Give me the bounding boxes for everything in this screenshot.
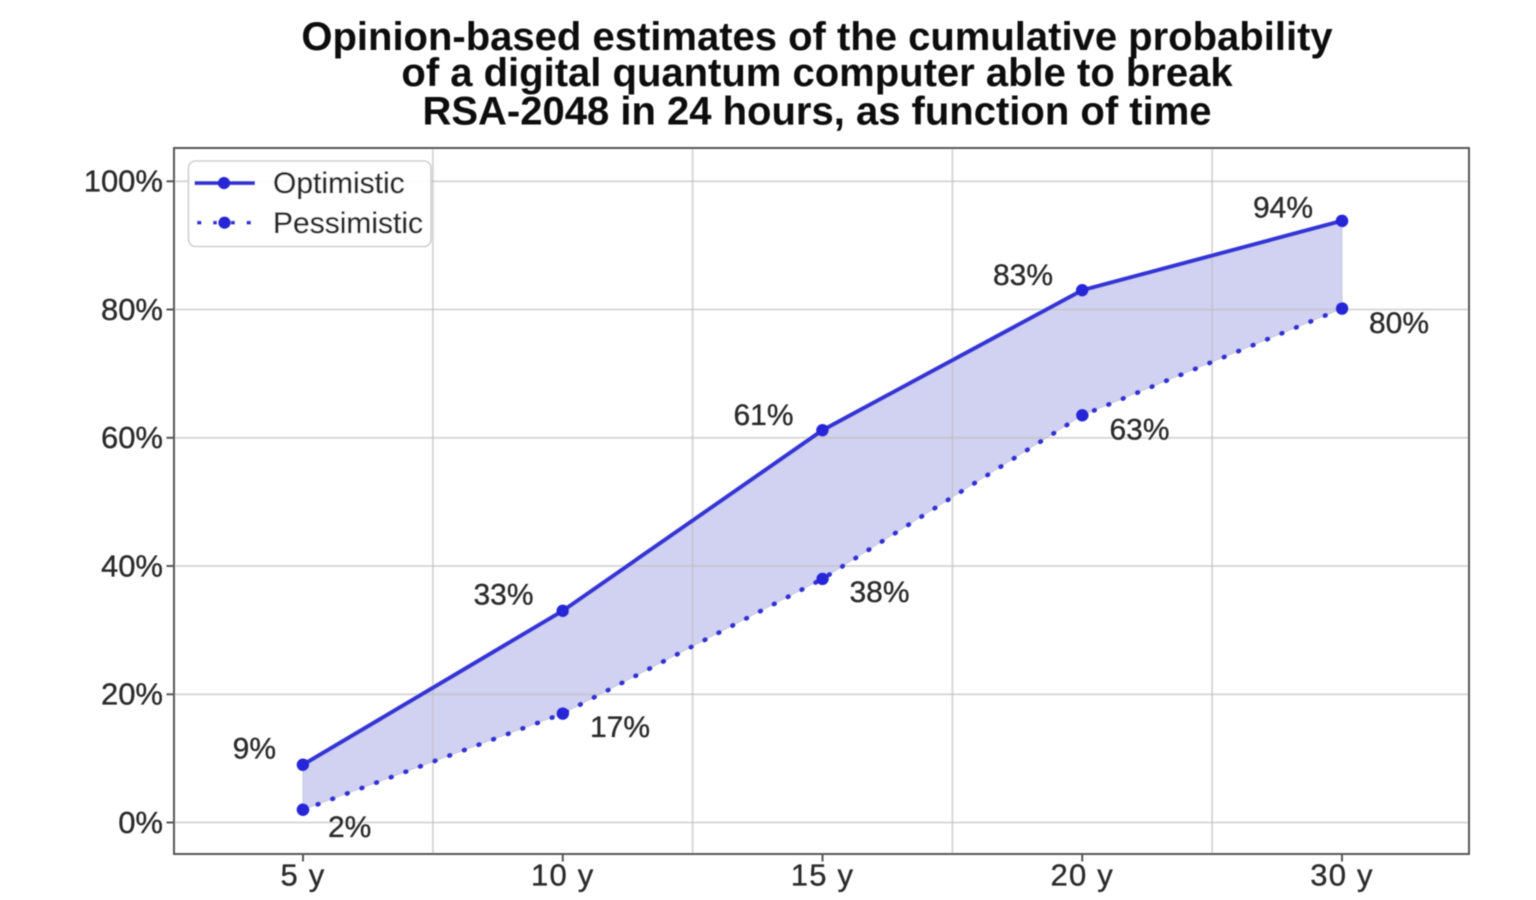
svg-text:2%: 2% (328, 811, 371, 844)
svg-text:10 y: 10 y (531, 858, 594, 893)
svg-text:17%: 17% (590, 711, 650, 744)
svg-text:RSA-2048 in 24 hours, as funct: RSA-2048 in 24 hours, as function of tim… (422, 90, 1211, 134)
svg-text:40%: 40% (101, 548, 163, 583)
svg-text:63%: 63% (1110, 413, 1170, 446)
svg-text:60%: 60% (101, 420, 163, 455)
svg-text:20 y: 20 y (1051, 858, 1114, 893)
svg-text:100%: 100% (84, 164, 163, 199)
svg-text:80%: 80% (101, 292, 163, 327)
svg-text:15 y: 15 y (791, 858, 854, 893)
svg-text:83%: 83% (993, 259, 1053, 292)
svg-text:94%: 94% (1253, 191, 1313, 224)
svg-text:Opinion-based estimates of the: Opinion-based estimates of the cumulativ… (301, 15, 1333, 59)
svg-text:5 y: 5 y (281, 858, 326, 893)
svg-text:20%: 20% (101, 677, 163, 712)
svg-text:61%: 61% (733, 399, 793, 432)
svg-text:Optimistic: Optimistic (273, 167, 405, 200)
svg-text:30 y: 30 y (1310, 858, 1373, 893)
svg-text:0%: 0% (118, 805, 163, 840)
svg-text:38%: 38% (850, 576, 910, 609)
svg-text:of a digital quantum computer: of a digital quantum computer able to br… (401, 51, 1233, 95)
svg-text:33%: 33% (473, 579, 533, 612)
svg-text:Pessimistic: Pessimistic (273, 207, 423, 240)
svg-text:9%: 9% (233, 732, 276, 765)
svg-text:80%: 80% (1369, 307, 1429, 340)
